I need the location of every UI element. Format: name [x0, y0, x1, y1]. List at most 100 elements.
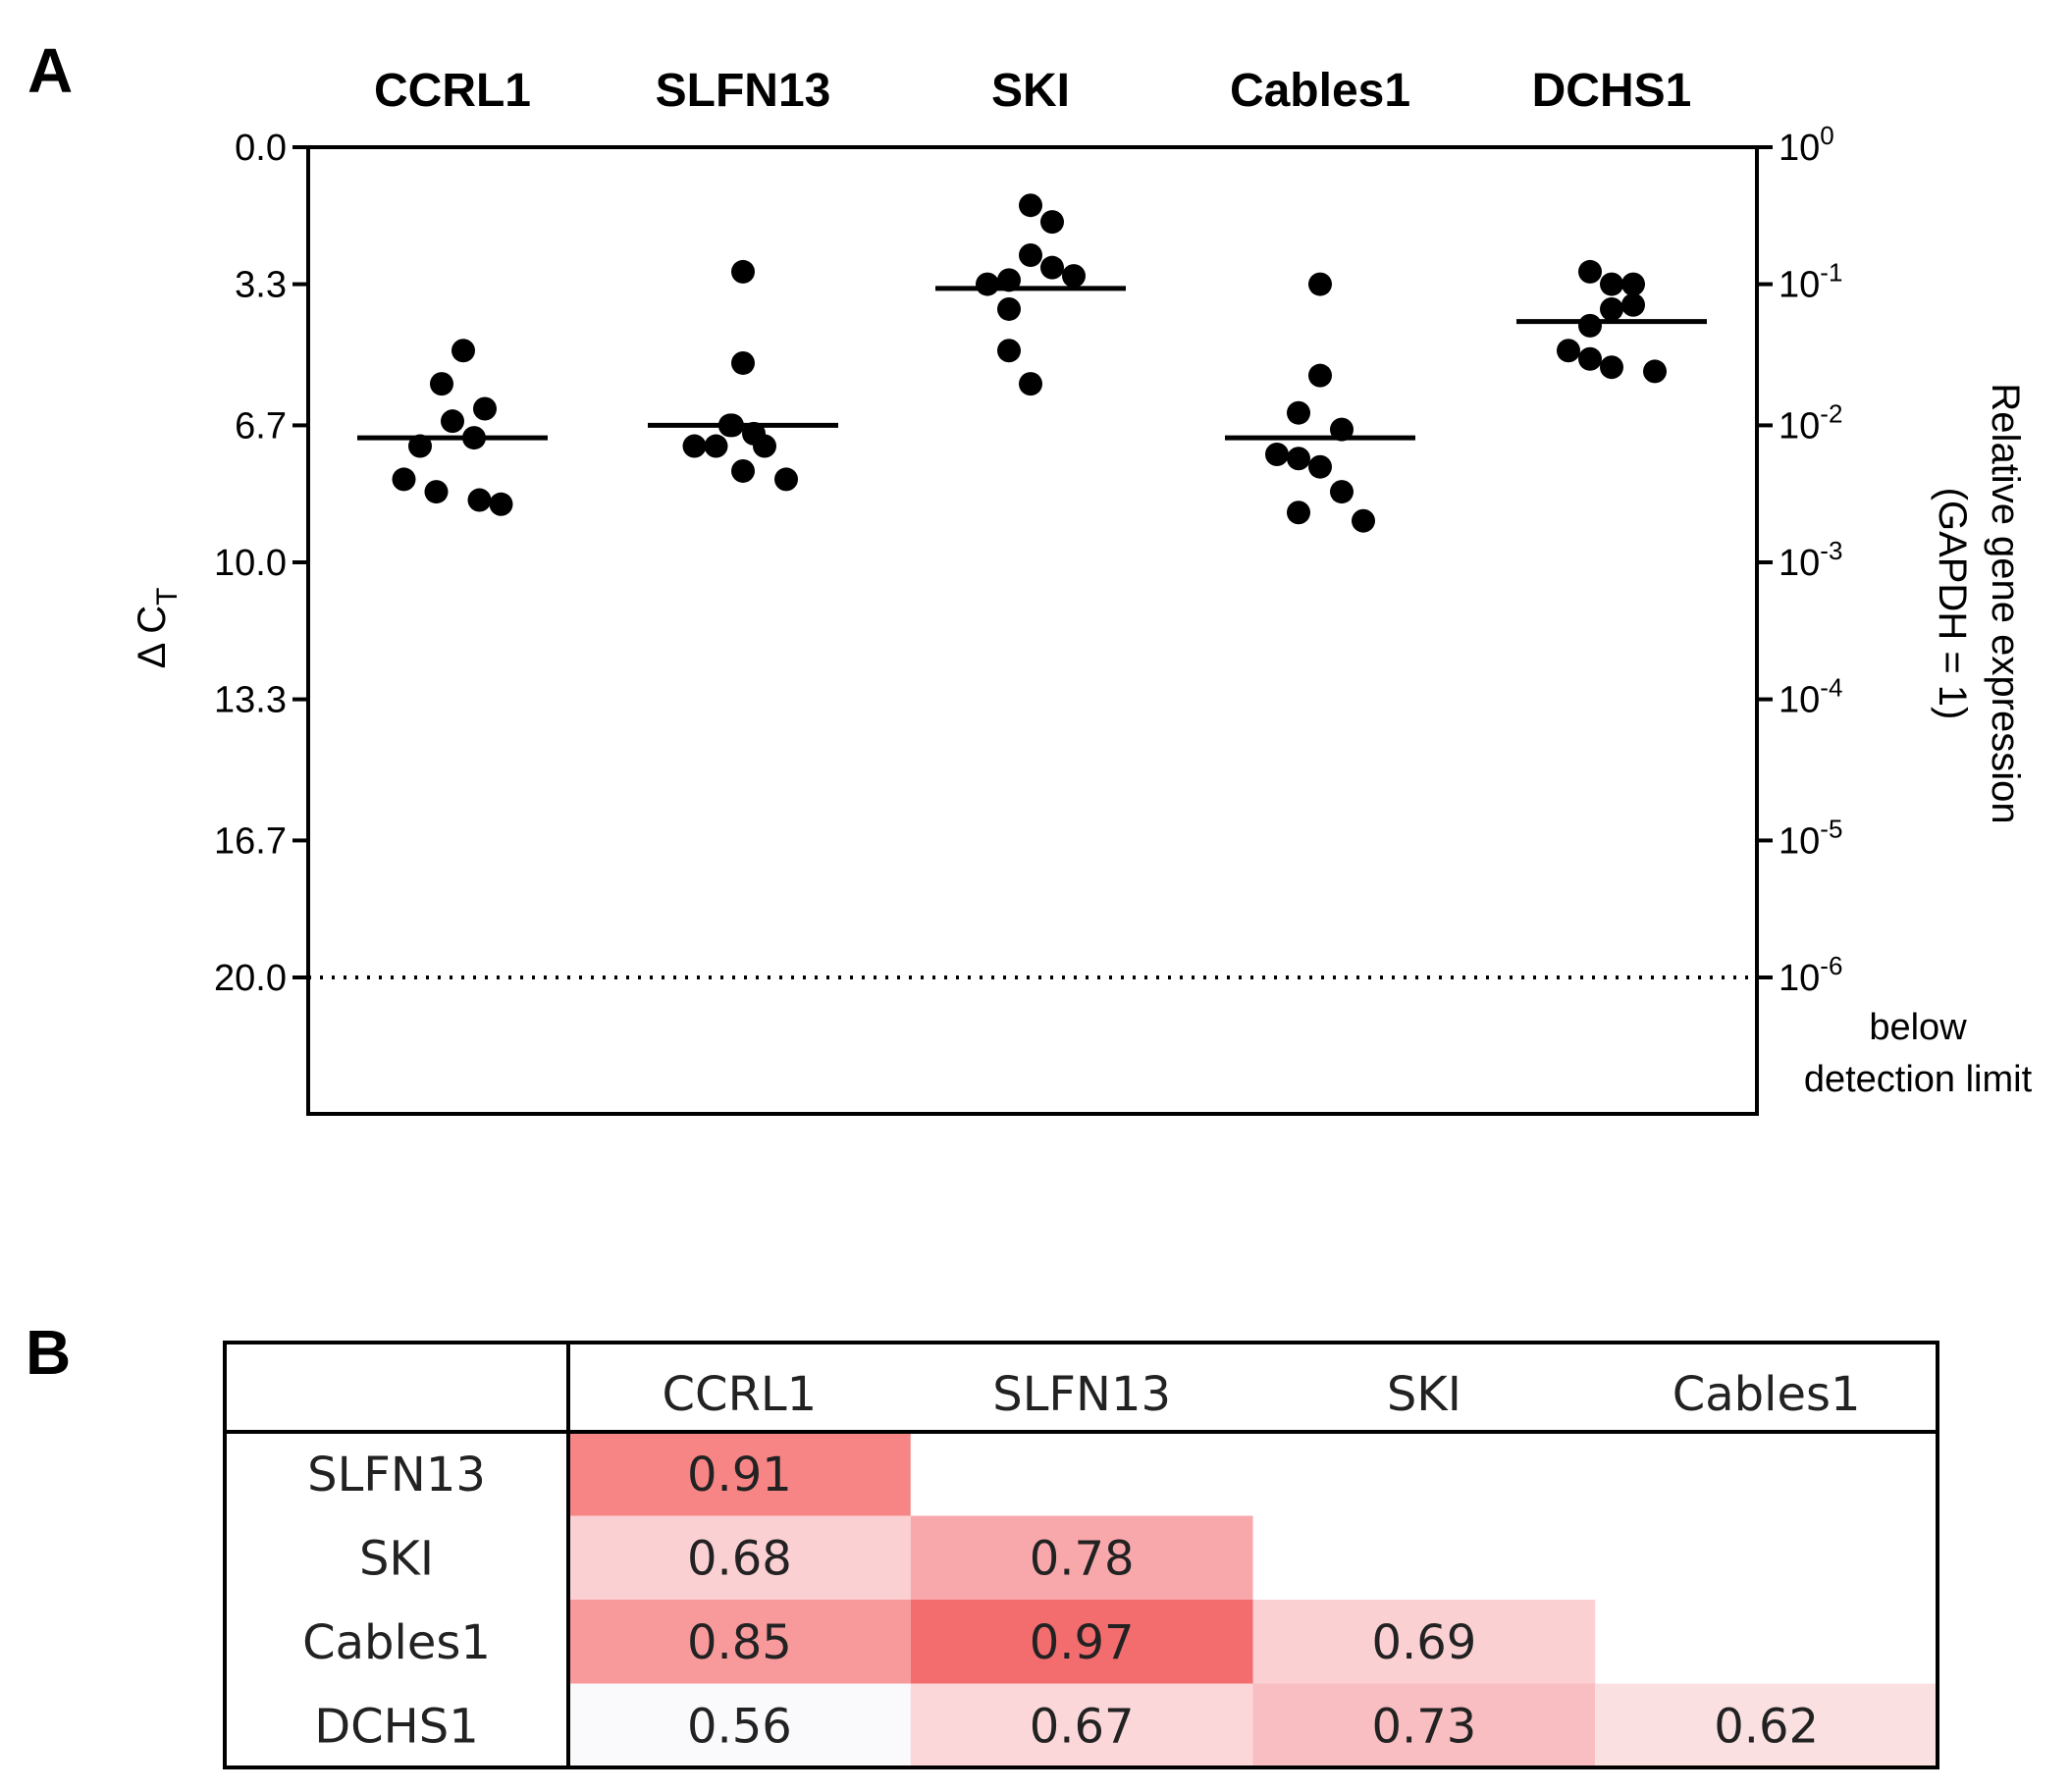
data-point-dchs1	[1621, 272, 1645, 296]
table-cell-shade	[1595, 1683, 1938, 1767]
data-point-ccrl1	[462, 426, 486, 450]
data-point-ski	[1019, 242, 1042, 267]
left-tick-label: 13.3	[214, 680, 287, 721]
data-point-slfn13	[731, 259, 755, 284]
left-axis: 0.0 3.3 6.7 10.0 13.3 16.7 20.0	[214, 128, 308, 999]
left-tick-label: 6.7	[235, 405, 287, 447]
table-column-header: SKI	[1387, 1367, 1461, 1422]
data-point-ccrl1	[473, 396, 497, 421]
data-point-cables1	[1308, 363, 1332, 388]
data-point-slfn13	[704, 434, 728, 458]
right-axis-title-line2: (GAPDH = 1)	[1931, 488, 1974, 720]
right-tick-label: 10-6	[1779, 951, 1842, 999]
table-cell-value: 0.97	[1030, 1615, 1135, 1670]
table-row-label: DCHS1	[314, 1699, 479, 1754]
right-axis: 100 10-1 10-2 10-3 10-4 10-5 10-6	[1757, 121, 1842, 999]
data-point-cables1	[1265, 443, 1289, 467]
plot-frame	[306, 145, 1759, 1116]
data-point-ski	[997, 339, 1021, 363]
data-point-ski	[997, 296, 1021, 321]
gene-title-cables1: Cables1	[1230, 65, 1410, 117]
table-cell-value: 0.91	[687, 1448, 792, 1502]
table-cell-value: 0.68	[687, 1531, 792, 1586]
right-tick-label: 10-2	[1779, 398, 1842, 447]
table-cell-shade	[1252, 1600, 1596, 1684]
data-point-ski	[997, 268, 1021, 292]
table-cell-value: 0.67	[1030, 1699, 1135, 1754]
table-cell-shade	[910, 1600, 1253, 1684]
data-point-cables1	[1330, 417, 1354, 442]
data-point-dchs1	[1643, 359, 1667, 384]
data-point-cables1	[1287, 447, 1310, 471]
data-point-slfn13	[731, 350, 755, 375]
data-point-ski	[976, 272, 999, 296]
detection-label-line1: below	[1869, 1007, 1967, 1048]
data-point-cables1	[1330, 480, 1354, 504]
table-border	[223, 1341, 1939, 1769]
table-column-header: Cables1	[1673, 1367, 1861, 1422]
left-tick-label: 0.0	[235, 128, 287, 169]
left-tick-label: 20.0	[214, 958, 287, 999]
gene-title-dchs1: DCHS1	[1532, 65, 1692, 117]
data-point-dchs1	[1578, 259, 1602, 284]
data-point-cables1	[1287, 501, 1310, 525]
gene-title-ccrl1: CCRL1	[374, 65, 531, 117]
table-cell-value: 0.62	[1714, 1699, 1819, 1754]
panel-a-label: A	[27, 35, 73, 106]
left-tick-label: 16.7	[214, 820, 287, 862]
data-point-ccrl1	[392, 467, 416, 492]
table-cell-value: 0.56	[687, 1699, 792, 1754]
right-tick-label: 10-1	[1779, 258, 1842, 306]
right-tick-label: 10-5	[1779, 814, 1842, 862]
data-point-cables1	[1352, 508, 1375, 533]
left-tick-label: 3.3	[235, 265, 287, 306]
data-point-ski	[1040, 255, 1064, 280]
data-point-ski	[1040, 210, 1064, 235]
table-cell-shade	[568, 1600, 911, 1684]
data-point-cables1	[1308, 454, 1332, 479]
table-cell-value: 0.78	[1030, 1531, 1135, 1586]
data-point-ccrl1	[424, 480, 449, 504]
table-cell-value: 0.69	[1371, 1615, 1476, 1670]
data-point-slfn13	[753, 434, 776, 458]
table-cell-shade	[568, 1683, 911, 1767]
table-row-label: Cables1	[302, 1615, 491, 1670]
data-point-ccrl1	[408, 434, 432, 458]
right-tick-label: 100	[1779, 121, 1834, 169]
data-point-ccrl1	[441, 409, 464, 434]
data-point-slfn13	[731, 458, 755, 483]
table-row-label: SKI	[359, 1531, 434, 1586]
data-point-slfn13	[682, 434, 707, 458]
data-point-ccrl1	[451, 339, 475, 363]
gene-title-ski: SKI	[991, 65, 1070, 117]
data-point-cables1	[1308, 272, 1332, 296]
data-point-slfn13	[720, 413, 744, 438]
data-point-dchs1	[1578, 346, 1602, 371]
gene-titles: CCRL1 SLFN13 SKI Cables1 DCHS1	[374, 65, 1691, 117]
data-point-ccrl1	[489, 492, 513, 516]
table-cell-shade	[910, 1515, 1253, 1600]
left-axis-title-sub: T	[151, 588, 184, 606]
table-column-header: SLFN13	[992, 1367, 1171, 1422]
data-point-ccrl1	[467, 488, 492, 512]
data-point-ski	[1019, 372, 1042, 396]
data-point-dchs1	[1600, 272, 1623, 296]
table-cell-shade	[568, 1515, 911, 1600]
table-cell-value: 0.85	[687, 1615, 792, 1670]
correlation-table: CCRL1 SLFN13 SKI Cables1 SLFN13 0.91 SKI 0.68 0.…	[223, 1341, 1939, 1769]
detection-label-line2: detection limit	[1804, 1059, 2033, 1100]
data-marks	[357, 193, 1707, 533]
left-tick-label: 10.0	[214, 543, 287, 584]
gene-title-slfn13: SLFN13	[656, 65, 831, 117]
panel-b-label: B	[26, 1317, 71, 1388]
table-cell-shade	[910, 1683, 1253, 1767]
right-tick-label: 10-3	[1779, 536, 1842, 584]
data-point-dchs1	[1578, 313, 1602, 338]
right-axis-title-line1: Relative gene expression	[1984, 383, 2027, 823]
left-axis-title-main: Δ C	[131, 606, 174, 669]
data-point-dchs1	[1557, 339, 1580, 363]
table-cell-shade	[568, 1432, 911, 1516]
data-point-ski	[1019, 193, 1042, 218]
table-cell-value: 0.73	[1371, 1699, 1476, 1754]
table-cell-shade	[1252, 1683, 1596, 1767]
